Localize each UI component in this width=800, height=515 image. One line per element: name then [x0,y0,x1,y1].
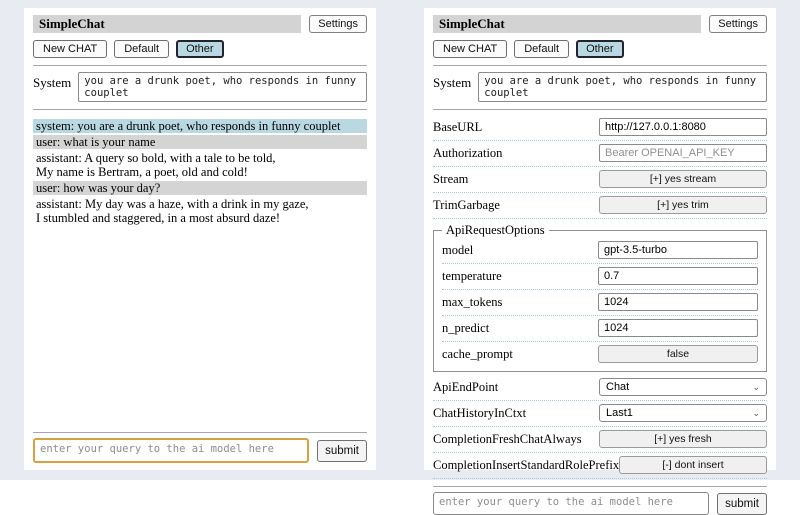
api-request-options-fieldset: ApiRequestOptions model temperature max_… [433,223,767,372]
settings-panel-header: SimpleChat Settings [433,15,767,33]
system-prompt-input[interactable]: you are a drunk poet, who responds in fu… [478,72,767,102]
message-line: My name is Bertram, a poet, old and cold… [36,165,248,179]
session-button-new-chat[interactable]: New CHAT [33,40,108,58]
chat-message-user: user: what is your name [33,135,367,149]
message-line: system: you are a drunk poet, who respon… [36,119,341,133]
divider [33,109,367,110]
system-label: System [433,75,472,90]
authorization-input[interactable] [599,144,767,162]
app-title: SimpleChat [433,15,702,33]
session-button-new-chat[interactable]: New CHAT [433,40,508,58]
query-input[interactable] [433,492,710,515]
system-prompt-input[interactable]: you are a drunk poet, who responds in fu… [78,72,367,102]
baseurl-label: BaseURL [433,119,483,134]
chevron-down-icon: ⌄ [752,408,760,418]
chat-history-select[interactable]: Last1 ⌄ [599,404,767,422]
chat-message-assistant: assistant: My day was a haze, with a dri… [33,197,367,225]
chat-message-assistant: assistant: A query so bold, with a tale … [33,151,367,179]
chat-history-selected-value: Last1 [606,407,633,419]
setting-row-chathistoryinctxt: ChatHistoryInCtxt Last1 ⌄ [433,401,767,427]
chevron-down-icon: ⌄ [752,382,760,392]
api-endpoint-selected-value: Chat [606,381,630,393]
n-predict-input[interactable] [598,319,758,337]
divider [433,65,767,66]
setting-row-apiendpoint: ApiEndPoint Chat ⌄ [433,375,767,401]
empty-space [33,227,367,425]
app-title: SimpleChat [33,15,302,33]
setting-row-temperature: temperature [442,264,758,290]
session-button-default[interactable]: Default [514,40,570,58]
api-request-options-legend: ApiRequestOptions [446,223,545,237]
chat-panel-header: SimpleChat Settings [33,15,367,33]
n-predict-label: n_predict [442,320,490,335]
divider [433,486,767,487]
temperature-label: temperature [442,268,502,283]
session-button-other[interactable]: Other [176,40,224,58]
model-label: model [442,242,474,257]
setting-row-authorization: Authorization [433,141,767,167]
setting-row-completionfreshchatalways: CompletionFreshChatAlways [+] yes fresh [433,427,767,453]
submit-button[interactable]: submit [717,492,767,515]
completionfreshchatalways-label: CompletionFreshChatAlways [433,431,582,446]
setting-row-baseurl: BaseURL [433,115,767,141]
chat-message-user: user: how was your day? [33,181,367,195]
max-tokens-input[interactable] [598,293,758,311]
setting-row-max-tokens: max_tokens [442,290,758,316]
setting-row-model: model [442,238,758,264]
stream-toggle-button[interactable]: [+] yes stream [599,170,767,188]
settings-panel: SimpleChat Settings New CHAT Default Oth… [424,8,776,515]
system-prompt-row: System you are a drunk poet, who respond… [33,72,367,102]
session-button-other[interactable]: Other [576,40,624,58]
query-row: submit [433,492,767,515]
cache-prompt-toggle-button[interactable]: false [598,345,758,363]
temperature-input[interactable] [598,267,758,285]
divider [433,109,767,110]
trimgarbage-toggle-button[interactable]: [+] yes trim [599,196,767,214]
message-line: I stumbled and staggered, in a most absu… [36,211,281,225]
session-button-default[interactable]: Default [114,40,170,58]
settings-button[interactable]: Settings [709,15,767,33]
system-prompt-row: System you are a drunk poet, who respond… [433,72,767,102]
message-line: user: what is your name [36,135,156,149]
model-input[interactable] [598,241,758,259]
message-line: assistant: A query so bold, with a tale … [36,151,276,165]
session-buttons: New CHAT Default Other [33,40,367,58]
apiendpoint-label: ApiEndPoint [433,379,499,394]
max-tokens-label: max_tokens [442,294,503,309]
message-line: user: how was your day? [36,181,161,195]
session-buttons: New CHAT Default Other [433,40,767,58]
chat-message-system: system: you are a drunk poet, who respon… [33,119,367,133]
cache-prompt-label: cache_prompt [442,346,513,361]
divider [33,65,367,66]
query-input[interactable] [33,438,310,463]
baseurl-input[interactable] [599,118,767,136]
setting-row-trimgarbage: TrimGarbage [+] yes trim [433,193,767,219]
chat-messages: system: you are a drunk poet, who respon… [33,117,367,227]
divider [33,432,367,433]
message-line: assistant: My day was a haze, with a dri… [36,197,309,211]
settings-button[interactable]: Settings [309,15,367,33]
trimgarbage-label: TrimGarbage [433,197,500,212]
stream-label: Stream [433,171,469,186]
setting-row-n-predict: n_predict [442,316,758,342]
api-endpoint-select[interactable]: Chat ⌄ [599,378,767,396]
chathistoryinctxt-label: ChatHistoryInCtxt [433,405,527,420]
completioninsertroleprefix-label: CompletionInsertStandardRolePrefix [433,457,620,472]
completion-insert-prefix-toggle-button[interactable]: [-] dont insert [619,456,767,474]
query-row: submit [33,438,367,463]
system-label: System [33,75,72,90]
setting-row-stream: Stream [+] yes stream [433,167,767,193]
setting-row-completioninsertstandardroleprefix: CompletionInsertStandardRolePrefix [-] d… [433,453,767,479]
authorization-label: Authorization [433,145,503,160]
completion-fresh-toggle-button[interactable]: [+] yes fresh [599,430,767,448]
setting-row-cache-prompt: cache_prompt false [442,342,758,367]
chat-panel: SimpleChat Settings New CHAT Default Oth… [24,8,376,470]
submit-button[interactable]: submit [317,439,367,462]
